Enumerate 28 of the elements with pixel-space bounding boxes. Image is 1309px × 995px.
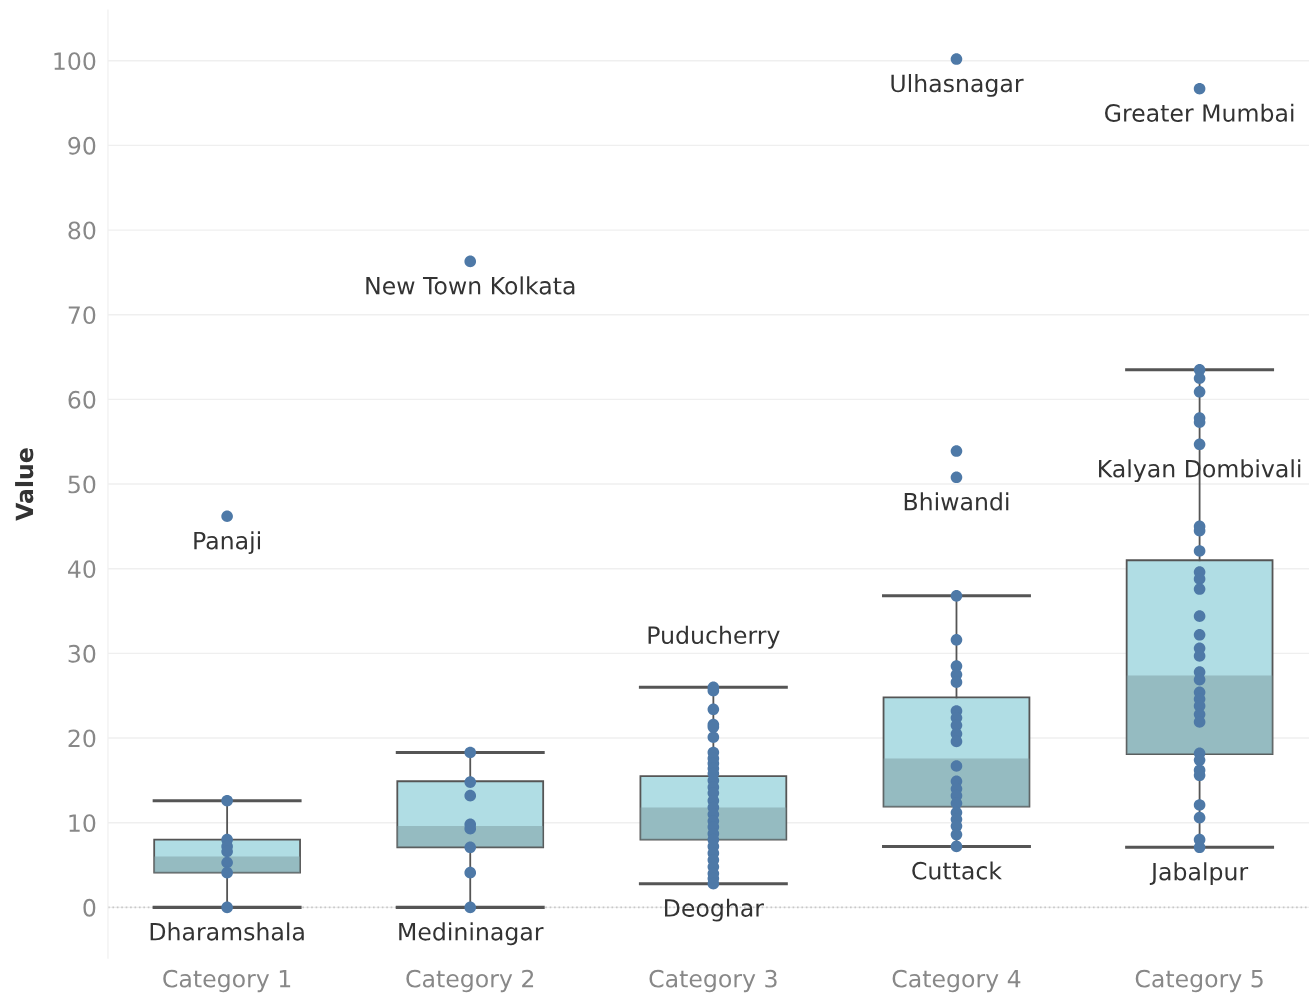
annotation: Ulhasnagar xyxy=(891,74,1024,97)
annotation: Greater Mumbai xyxy=(1105,103,1294,122)
x-tick-label: Category 2 xyxy=(406,969,534,993)
y-tick-label: 70 xyxy=(68,306,96,325)
x-tick-label: Category 5 xyxy=(1135,969,1263,993)
annotation: Deoghar xyxy=(665,898,764,922)
x-tick-label: Category 4 xyxy=(892,969,1021,993)
annotation: Puducherry xyxy=(648,625,780,649)
y-tick-label: 90 xyxy=(68,136,96,155)
annotation: Bhiwandi xyxy=(904,492,1009,511)
y-tick-label: 20 xyxy=(68,729,96,748)
y-tick-label: 30 xyxy=(68,644,96,663)
annotation: New Town Kolkata xyxy=(366,276,575,295)
annotation: Medininagar xyxy=(399,922,544,946)
x-tick-label: Category 3 xyxy=(649,969,777,993)
y-tick-label: 100 xyxy=(54,52,96,71)
y-tick-label: 40 xyxy=(67,560,96,579)
y-tick-label: 0 xyxy=(83,898,96,917)
y-axis-title: Value xyxy=(15,448,34,521)
y-tick-label: 10 xyxy=(69,814,96,833)
y-tick-label: 60 xyxy=(68,390,96,409)
x-tick-label: Category 1 xyxy=(163,969,291,993)
annotation: Panaji xyxy=(194,531,261,555)
y-tick-label: 50 xyxy=(68,475,96,494)
annotation: Cuttack xyxy=(912,861,1002,880)
annotation: Dharamshala xyxy=(150,922,304,941)
y-tick-label: 80 xyxy=(68,221,96,240)
annotation: Jabalpur xyxy=(1149,862,1249,886)
